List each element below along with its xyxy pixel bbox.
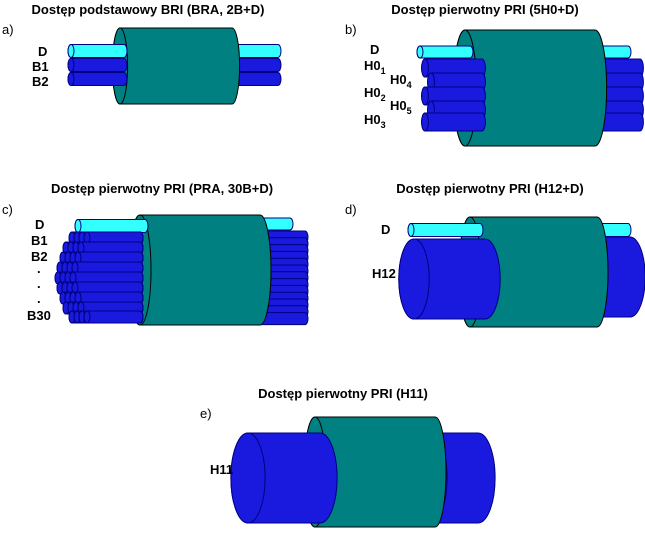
channel-b-tube [74, 291, 144, 305]
panel-a: Dostęp podstawowy BRI (BRA, 2B+D) a) D B… [2, 2, 282, 105]
panel-b-title: Dostęp pierwotny PRI (5H0+D) [391, 2, 578, 17]
panel-a-title: Dostęp podstawowy BRI (BRA, 2B+D) [32, 2, 265, 17]
channel-d-tube [74, 219, 149, 233]
label-b30: B30 [27, 308, 51, 323]
panel-e-letter: e) [200, 406, 212, 421]
channel-b1-tube [67, 58, 128, 72]
label-dot: . [37, 276, 41, 291]
panel-b-letter: b) [345, 22, 357, 37]
label-h0-5: H05 [390, 98, 412, 116]
panel-d: Dostęp pierwotny PRI (H12+D) d) D H12 [345, 181, 645, 328]
panel-e-title: Dostęp pierwotny PRI (H11) [258, 386, 428, 401]
label-h12: H12 [372, 266, 396, 281]
channel-d-tube [67, 44, 128, 58]
label-dot: . [37, 291, 41, 306]
panel-c-title: Dostęp pierwotny PRI (PRA, 30B+D) [51, 181, 273, 196]
label-d: D [370, 42, 379, 57]
panel-c: Dostęp pierwotny PRI (PRA, 30B+D) c) D B… [2, 181, 309, 326]
panel-c-letter: c) [2, 202, 13, 217]
channel-b2-tube [67, 72, 128, 86]
label-h11: H11 [210, 462, 233, 477]
panel-d-cable [398, 216, 645, 328]
label-d: D [38, 44, 47, 59]
cable-jacket [111, 27, 241, 105]
channel-b-tube [83, 310, 144, 324]
panel-d-letter: d) [345, 202, 357, 217]
channel-b-tube [69, 271, 144, 285]
panel-d-title: Dostęp pierwotny PRI (H12+D) [396, 181, 583, 196]
panel-e: Dostęp pierwotny PRI (H11) e) H11 [200, 386, 496, 528]
panel-a-cable [67, 27, 282, 105]
label-d: D [381, 222, 390, 237]
label-h0-3: H03 [364, 112, 386, 130]
label-b1: B1 [31, 233, 48, 248]
panel-e-cable [230, 416, 496, 528]
channel-h12-tube [398, 238, 501, 320]
channel-d-tube [407, 223, 484, 237]
panel-c-cable [54, 214, 309, 326]
label-b2: B2 [31, 249, 48, 264]
panel-b-cable [416, 29, 644, 147]
channel-h0-tube [421, 112, 486, 132]
label-b1: B1 [32, 59, 49, 74]
label-dot: . [37, 261, 41, 276]
cable-jacket [128, 214, 272, 326]
panel-a-letter: a) [2, 22, 14, 37]
channel-d-tube [416, 45, 474, 59]
label-h0-1: H01 [364, 58, 386, 76]
label-d: D [35, 217, 44, 232]
channel-h11-tube [230, 432, 338, 524]
label-h0-4: H04 [390, 72, 412, 90]
channel-b-tube [71, 281, 144, 295]
panel-b: Dostęp pierwotny PRI (5H0+D) b) D H01 H0… [345, 2, 644, 147]
label-b2: B2 [32, 74, 49, 89]
label-h0-2: H02 [364, 85, 386, 103]
